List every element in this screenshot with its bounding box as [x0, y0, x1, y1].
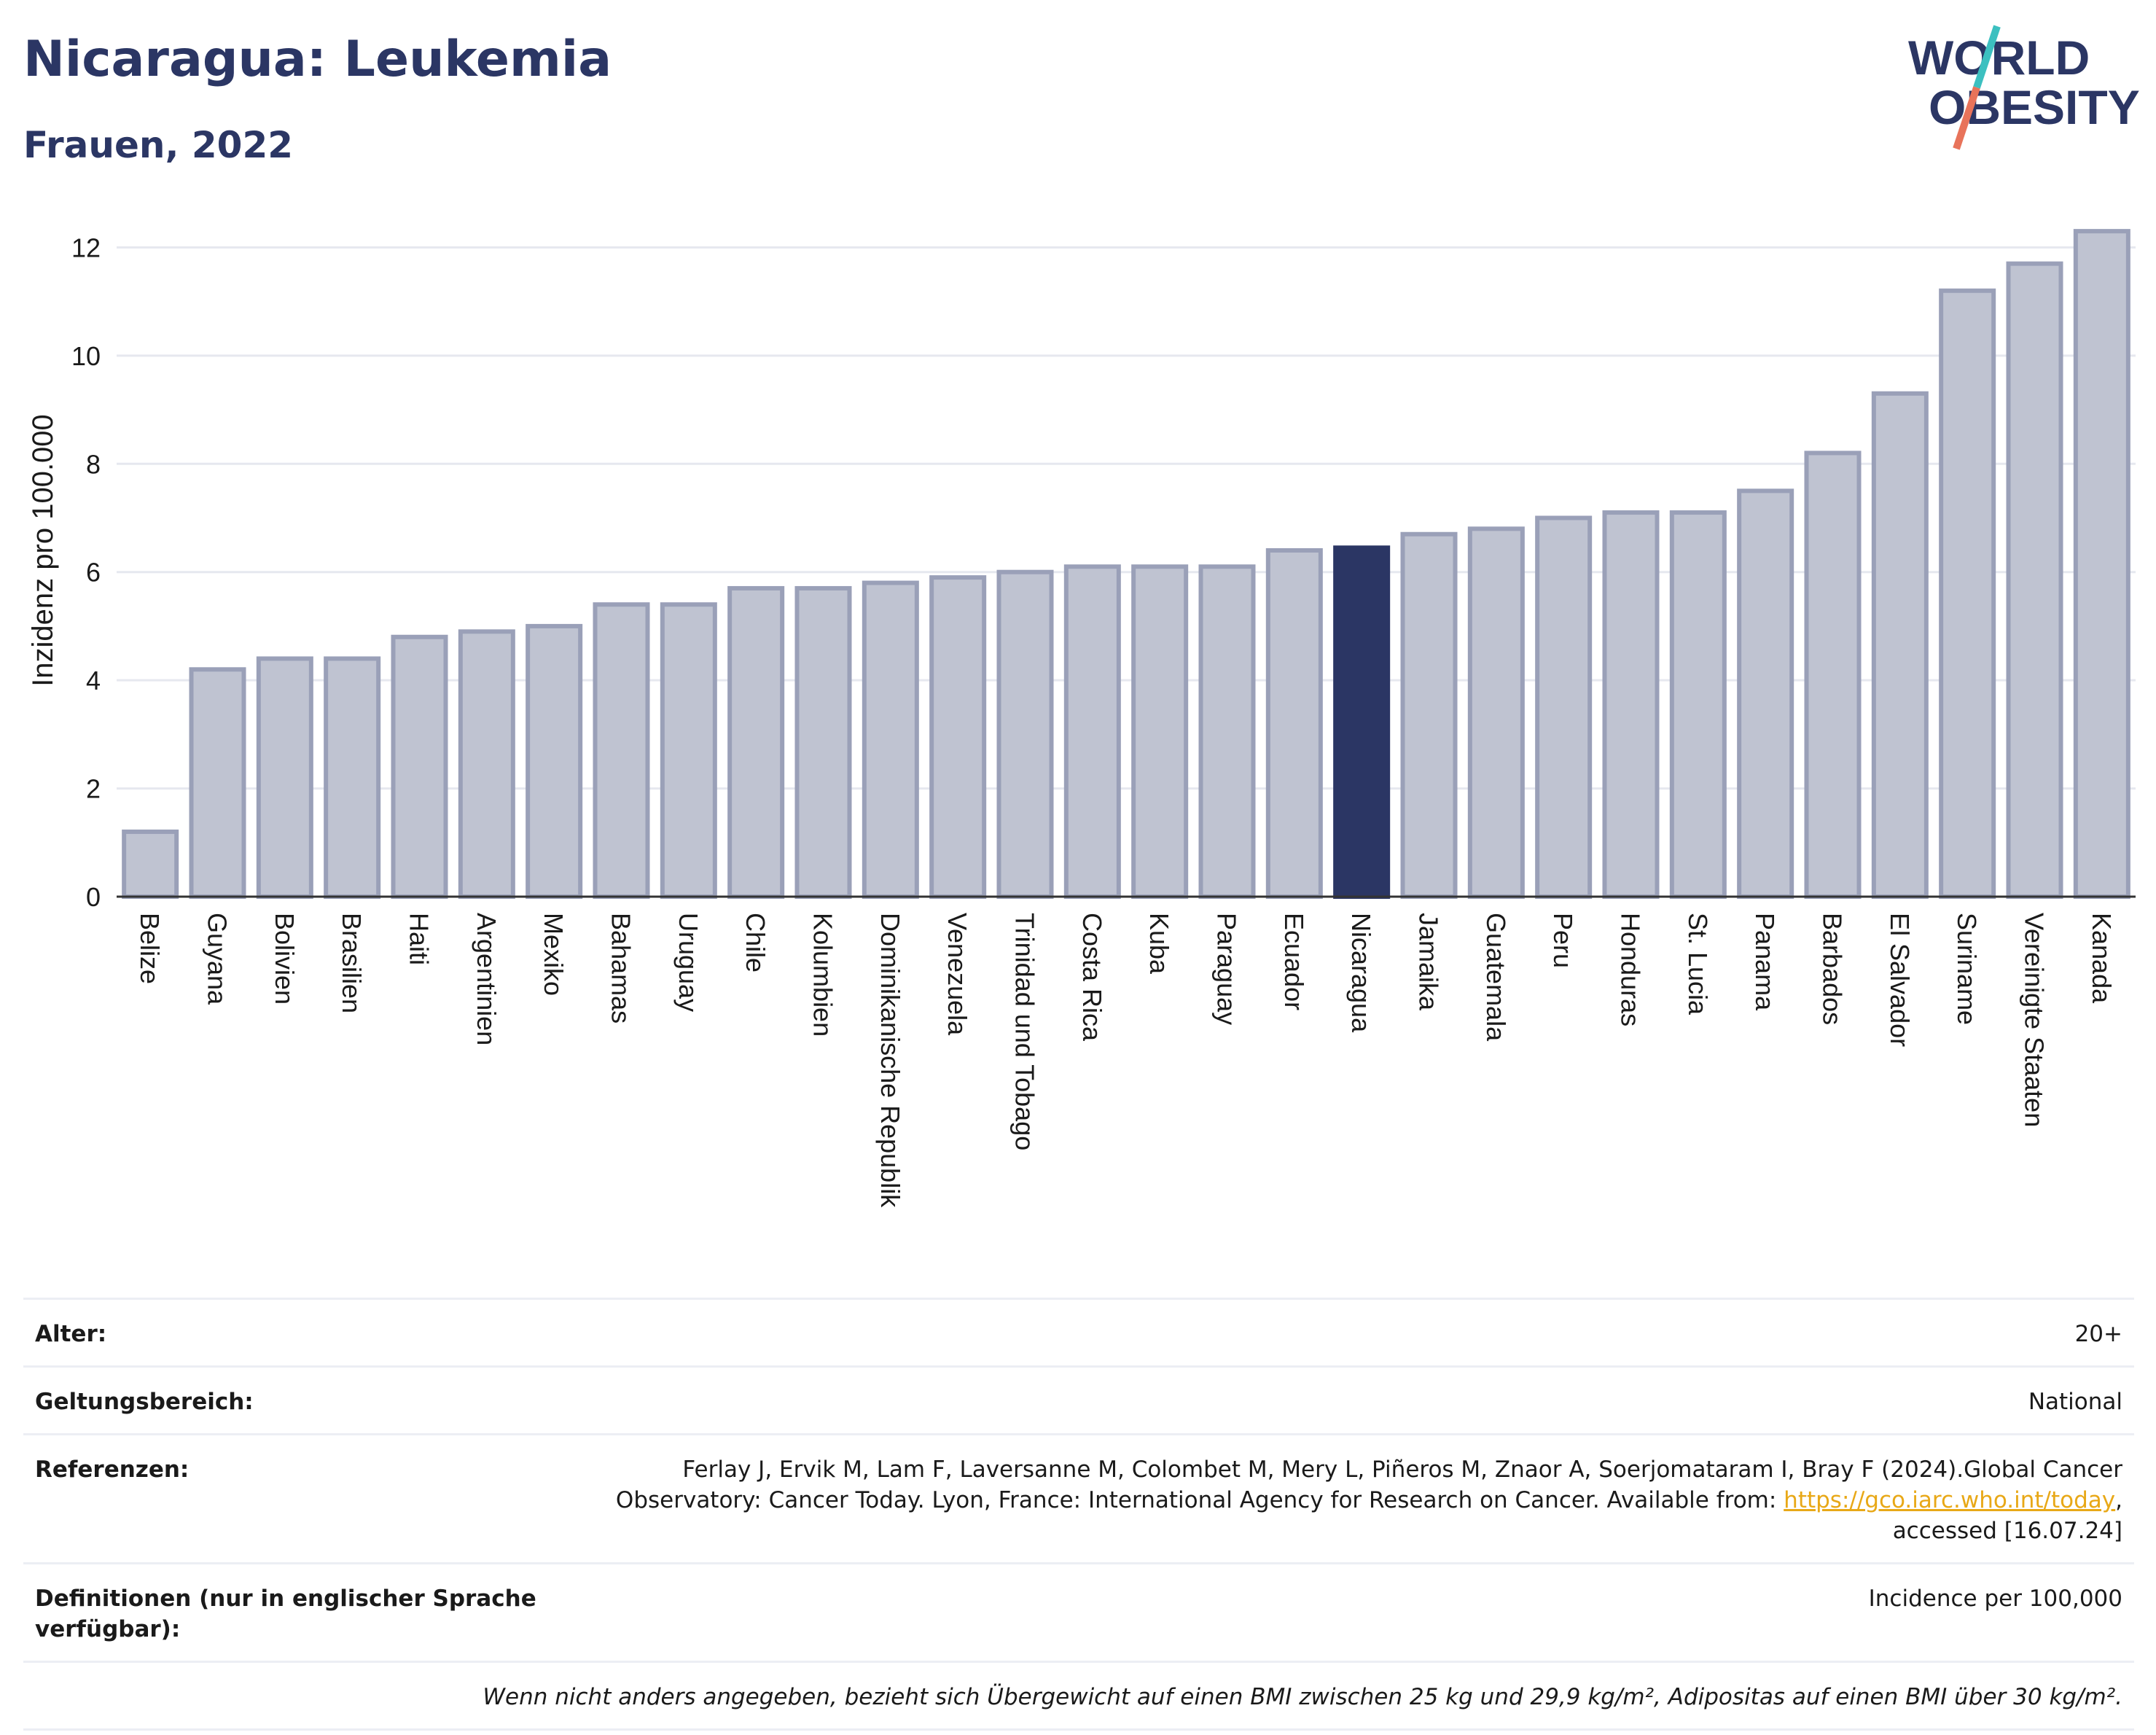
- x-tick-label: Brasilien: [337, 913, 367, 1013]
- x-tick-label: Nicaragua: [1346, 913, 1376, 1033]
- meta-age-label: Alter:: [35, 1321, 107, 1347]
- meta-refs-label: Referenzen:: [35, 1457, 190, 1483]
- bar: [256, 656, 313, 899]
- bar: [660, 602, 717, 899]
- meta-row-scope: Geltungsbereich: National: [23, 1365, 2134, 1433]
- bar: [1602, 510, 1660, 899]
- bar: [189, 667, 246, 899]
- x-tick-label: Vereinigte Staaten: [2020, 913, 2050, 1127]
- bar-highlight: [1333, 545, 1391, 899]
- bar: [1871, 391, 1929, 899]
- bar-chart: 0 2 4 6 8 10 12 Belize Guyana Bolivien Brasilien H…: [27, 229, 2136, 1208]
- x-tick-label: Kolumbien: [808, 913, 838, 1037]
- x-tick-label: Ecuador: [1279, 913, 1309, 1010]
- page-subtitle: Frauen, 2022: [23, 124, 294, 166]
- y-tick-label: 12: [71, 233, 101, 262]
- x-tick-label: Trinidad und Tobago: [1010, 913, 1040, 1150]
- x-tick-label: Dominikanische Republik: [875, 913, 905, 1208]
- x-tick-label: Panama: [1750, 913, 1780, 1011]
- meta-row-age: Alter: 20+: [23, 1298, 2134, 1365]
- metadata-table: Alter: 20+ Geltungsbereich: National Ref…: [23, 1298, 2134, 1731]
- bar: [862, 580, 919, 899]
- bar: [458, 629, 515, 899]
- bar: [526, 623, 583, 899]
- y-tick-label: 6: [86, 558, 101, 588]
- x-tick-label: Costa Rica: [1077, 913, 1107, 1042]
- bar: [727, 585, 785, 899]
- x-axis-labels: Belize Guyana Bolivien Brasilien Haiti Argent…: [135, 913, 2117, 1208]
- bar: [1804, 451, 1862, 899]
- refs-text-end: , accessed [16.07.24]: [1892, 1487, 2122, 1544]
- y-tick-label: 8: [86, 449, 101, 479]
- page-title: Nicaragua: Leukemia: [23, 31, 612, 88]
- x-tick-label: Uruguay: [673, 913, 703, 1012]
- y-tick-label: 0: [86, 882, 101, 912]
- y-tick-label: 4: [86, 666, 101, 695]
- logo-slash-upper: [1973, 25, 2001, 89]
- bar: [391, 634, 448, 899]
- x-tick-label: Paraguay: [1212, 913, 1242, 1025]
- x-tick-label: Honduras: [1616, 913, 1646, 1026]
- x-tick-label: Barbados: [1818, 913, 1848, 1025]
- y-tick-label: 10: [71, 341, 101, 371]
- meta-row-references: Referenzen: Ferlay J, Ervik M, Lam F, La…: [23, 1433, 2134, 1562]
- bar: [1063, 564, 1121, 899]
- meta-scope-value: National: [2028, 1389, 2122, 1415]
- logo-word-world: WORLD: [1908, 31, 2090, 85]
- x-tick-label: Kanada: [2087, 913, 2117, 1004]
- bar: [1400, 531, 1458, 899]
- meta-row-note: Wenn nicht anders angegeben, bezieht sic…: [23, 1661, 2134, 1731]
- meta-defs-label: Definitionen (nur in englischer Sprache …: [35, 1586, 536, 1642]
- x-tick-label: Peru: [1548, 913, 1578, 968]
- meta-age-value: 20+: [2074, 1321, 2122, 1347]
- bar: [2006, 261, 2063, 899]
- x-tick-label: Guatemala: [1481, 913, 1511, 1042]
- x-tick-label: Mexiko: [539, 913, 569, 996]
- bar: [996, 569, 1054, 899]
- x-tick-label: Argentinien: [472, 913, 501, 1045]
- refs-text-start: Ferlay J, Ervik M, Lam F, Laversanne M, …: [615, 1457, 2122, 1513]
- x-tick-label: Bolivien: [270, 913, 300, 1005]
- y-tick-label: 2: [86, 774, 101, 804]
- x-tick-label: Bahamas: [606, 913, 636, 1024]
- refs-link[interactable]: https://gco.iarc.who.int/today: [1784, 1487, 2116, 1513]
- meta-defs-value: Incidence per 100,000: [1868, 1586, 2122, 1612]
- bar: [2073, 229, 2130, 899]
- bar: [1669, 510, 1727, 899]
- meta-note: Wenn nicht anders angegeben, bezieht sic…: [483, 1684, 2122, 1710]
- bar: [1265, 548, 1323, 899]
- x-tick-label: Chile: [741, 913, 770, 972]
- bar: [794, 585, 852, 899]
- bars: [122, 229, 2130, 899]
- x-tick-label: Suriname: [1952, 913, 1982, 1025]
- meta-refs-value: Ferlay J, Ervik M, Lam F, Laversanne M, …: [555, 1454, 2122, 1546]
- x-tick-label: Guyana: [203, 913, 233, 1005]
- meta-scope-label: Geltungsbereich:: [35, 1389, 254, 1415]
- logo-slash-lower: [1953, 86, 1980, 150]
- x-tick-label: Jamaika: [1414, 913, 1444, 1011]
- bar: [1737, 488, 1794, 899]
- bar: [1198, 564, 1256, 899]
- x-tick-label: Haiti: [405, 913, 434, 965]
- bar: [122, 829, 179, 899]
- bar: [324, 656, 381, 899]
- y-axis-label: Inzidenz pro 100.000: [27, 414, 59, 687]
- bar: [1467, 526, 1525, 899]
- bar: [929, 575, 987, 899]
- world-obesity-logo: WORLD OBESITY: [1908, 25, 2140, 150]
- bar: [1535, 515, 1593, 899]
- bar: [1939, 288, 1996, 899]
- x-tick-label: Kuba: [1144, 913, 1174, 975]
- x-tick-label: St. Lucia: [1683, 913, 1713, 1015]
- bar: [1131, 564, 1189, 899]
- x-tick-label: Venezuela: [942, 913, 972, 1036]
- y-axis-ticks: 0 2 4 6 8 10 12: [71, 233, 101, 912]
- x-tick-label: Belize: [135, 913, 165, 984]
- meta-row-definitions: Definitionen (nur in englischer Sprache …: [23, 1562, 2134, 1661]
- x-tick-label: El Salvador: [1885, 913, 1915, 1047]
- bar: [593, 602, 650, 899]
